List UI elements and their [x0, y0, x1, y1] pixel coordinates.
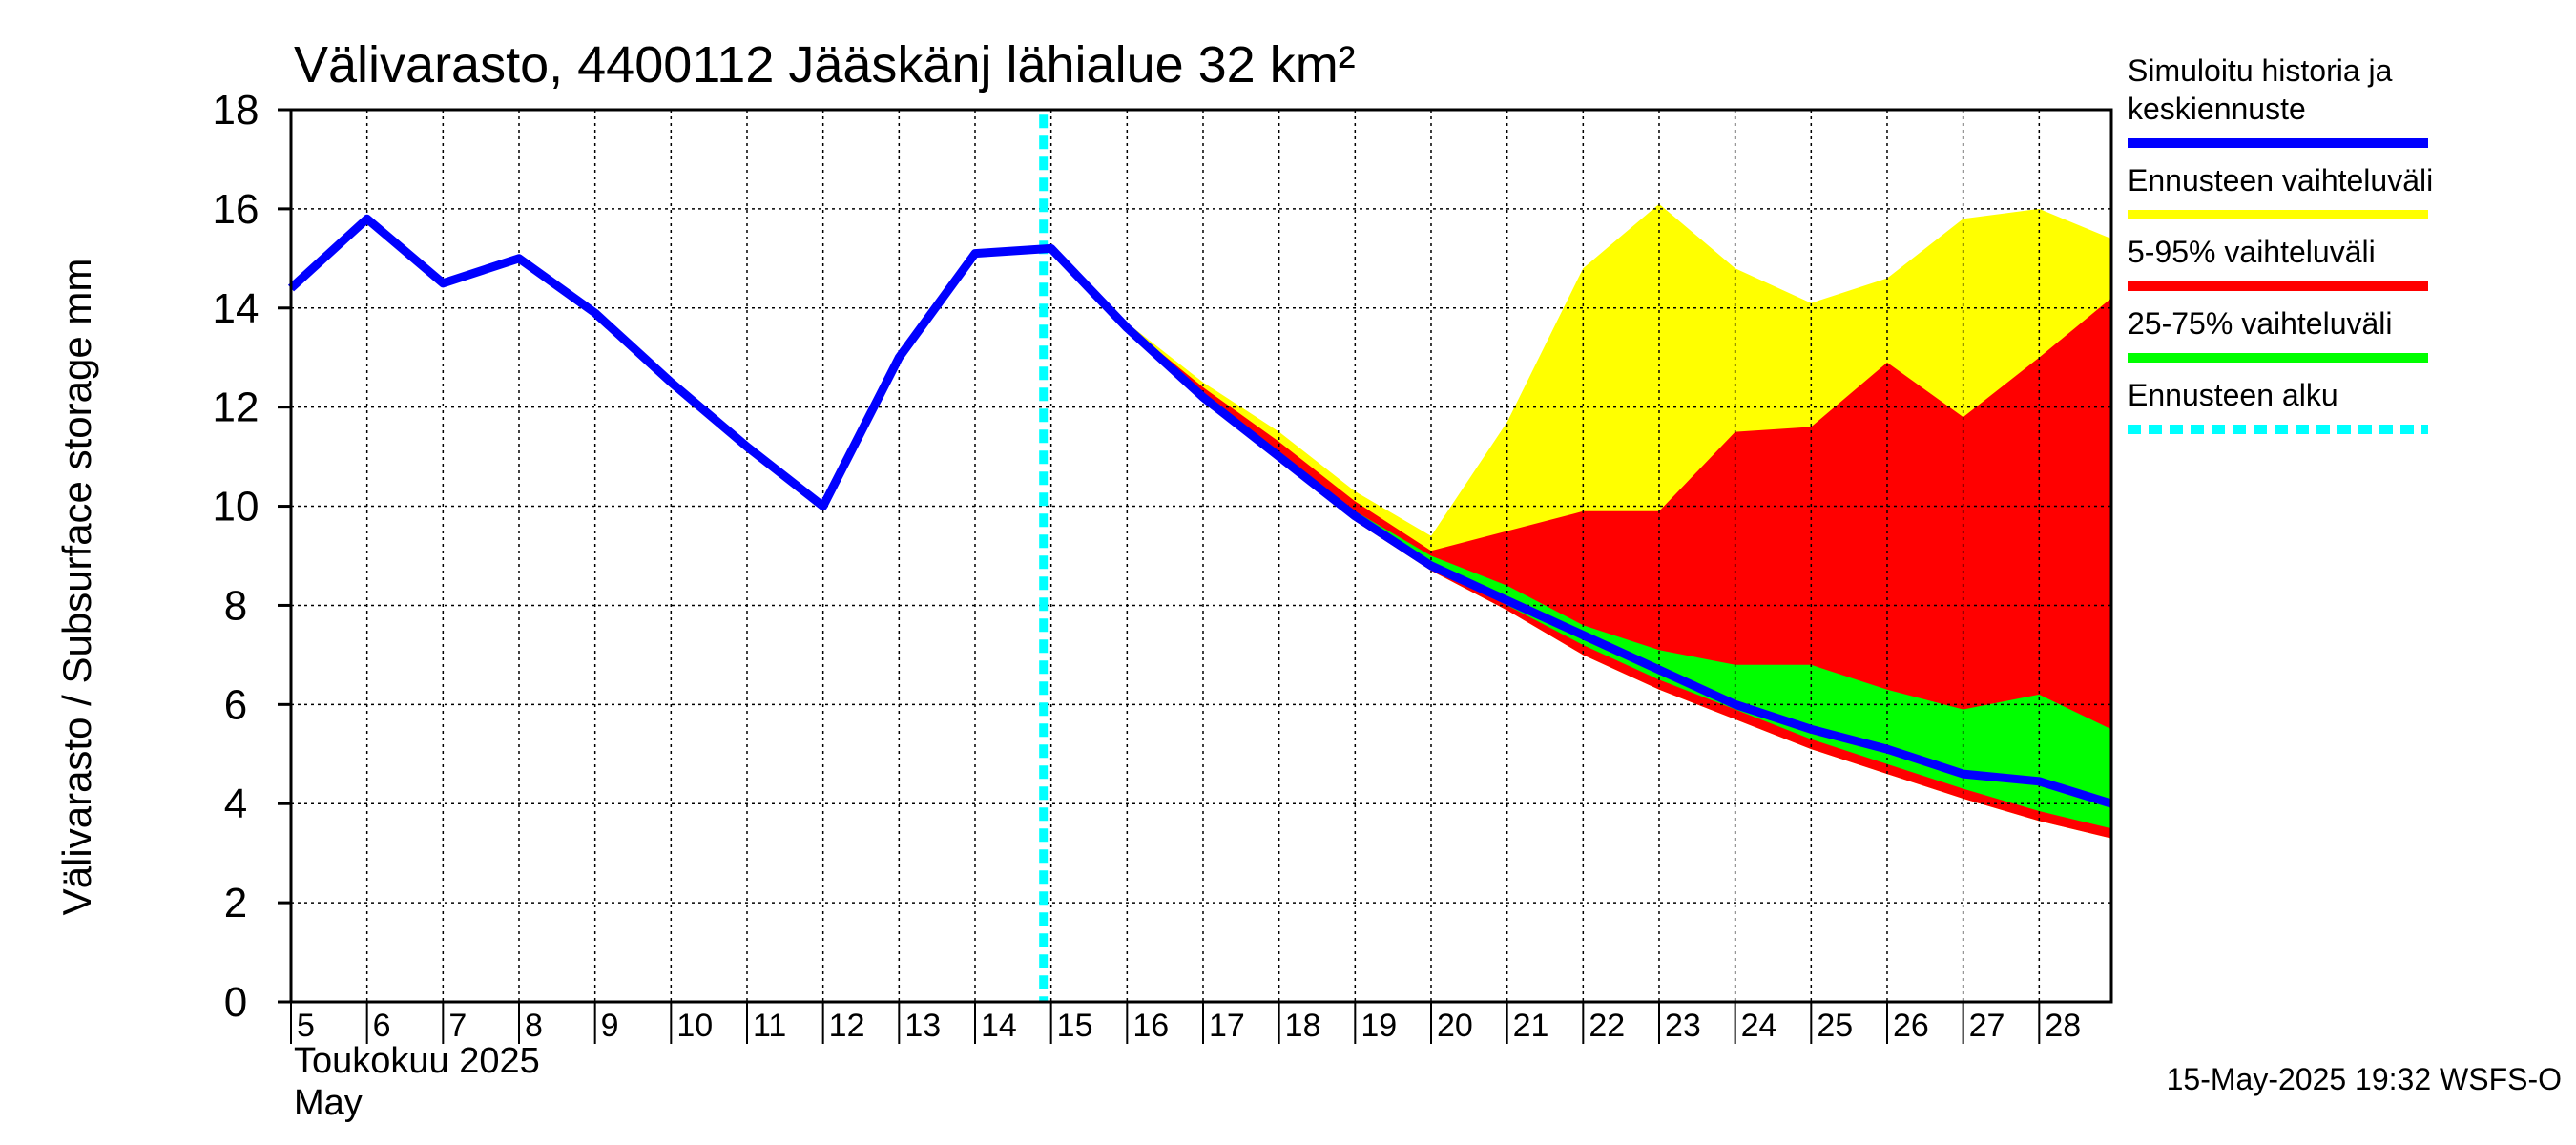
legend-label-0-0: Simuloitu historia ja: [2128, 53, 2393, 88]
x-tick-label-20: 20: [1437, 1008, 1473, 1044]
y-tick-label-2: 2: [224, 880, 247, 926]
x-tick-label-27: 27: [1969, 1008, 2005, 1044]
x-tick-label-18: 18: [1285, 1008, 1321, 1044]
y-tick-label-8: 8: [224, 582, 247, 629]
legend: Simuloitu historia ja keskiennuste Ennuste…: [2128, 53, 2433, 434]
x-axis-ticks: 5 6 7 8 9 10 11 12 13 14 15 16 17 18 19 20 21 22 23 24 25 26 2…: [290, 1002, 2081, 1044]
x-tick-label-23: 23: [1665, 1008, 1701, 1044]
x-tick-label-8: 8: [525, 1008, 543, 1044]
x-tick-label-14: 14: [981, 1008, 1017, 1044]
month-label-en: May: [294, 1083, 363, 1123]
y-tick-label-12: 12: [213, 385, 260, 431]
y-tick-label-18: 18: [213, 87, 260, 134]
x-tick-label-9: 9: [601, 1008, 619, 1044]
x-tick-label-13: 13: [904, 1008, 941, 1044]
x-tick-label-16: 16: [1132, 1008, 1169, 1044]
y-tick-label-4: 4: [224, 781, 247, 827]
x-tick-label-21: 21: [1513, 1008, 1549, 1044]
y-axis-label: Välivarasto / Subsurface storage mm: [54, 259, 99, 916]
plot-frame: [289, 108, 2113, 1004]
x-tick-label-7: 7: [448, 1008, 467, 1044]
y-tick-label-14: 14: [213, 285, 260, 332]
x-tick-label-25: 25: [1817, 1008, 1853, 1044]
forecast-bands: [1050, 203, 2111, 839]
x-tick-label-12: 12: [829, 1008, 865, 1044]
y-axis-ticks: 0 2 4 6 8 10 12 14 16 18: [213, 87, 291, 1026]
x-tick-label-10: 10: [676, 1008, 713, 1044]
month-label-fi: Toukokuu 2025: [294, 1041, 540, 1081]
y-tick-label-10: 10: [213, 484, 260, 531]
y-tick-label-16: 16: [213, 186, 260, 233]
legend-label-2-0: 5-95% vaihteluväli: [2128, 235, 2376, 269]
band-3: [1050, 248, 2111, 829]
x-tick-label-22: 22: [1589, 1008, 1625, 1044]
legend-label-3-0: 25-75% vaihteluväli: [2128, 306, 2393, 341]
y-tick-label-6: 6: [224, 681, 247, 728]
chart-title: Välivarasto, 4400112 Jääskänj lähialue 3…: [294, 36, 1356, 94]
x-tick-label-26: 26: [1893, 1008, 1929, 1044]
x-tick-label-15: 15: [1057, 1008, 1093, 1044]
x-tick-label-28: 28: [2045, 1008, 2081, 1044]
legend-label-0-1: keskiennuste: [2128, 92, 2306, 126]
grid-lines: [291, 110, 2111, 1002]
x-tick-label-11: 11: [753, 1008, 786, 1044]
x-tick-label-19: 19: [1361, 1008, 1397, 1044]
legend-label-1-0: Ennusteen vaihteluväli: [2128, 163, 2433, 198]
legend-label-4-0: Ennusteen alku: [2128, 378, 2338, 412]
timestamp-footer: 15-May-2025 19:32 WSFS-O: [2167, 1062, 2562, 1096]
x-tick-label-6: 6: [373, 1008, 391, 1044]
y-tick-label-0: 0: [224, 979, 247, 1026]
x-tick-label-5: 5: [297, 1008, 315, 1044]
simulated-mean-line: [287, 214, 2113, 808]
x-tick-label-24: 24: [1741, 1008, 1777, 1044]
x-tick-label-17: 17: [1209, 1008, 1245, 1044]
